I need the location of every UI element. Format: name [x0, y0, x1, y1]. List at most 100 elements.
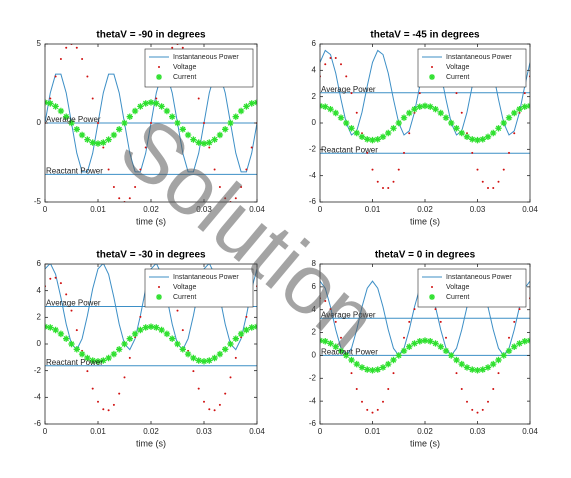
current-star	[57, 107, 65, 115]
voltage-dot	[497, 180, 500, 183]
voltage-dot	[466, 400, 468, 403]
voltage-dot	[203, 122, 205, 124]
voltage-dot	[181, 329, 184, 332]
voltage-dot	[387, 388, 390, 391]
voltage-dot	[54, 75, 57, 78]
legend-symbol	[158, 66, 160, 68]
current-star	[211, 136, 218, 143]
y-tick-label: 4	[37, 286, 42, 295]
y-tick-label: -2	[309, 373, 317, 382]
x-tick-label: 0.01	[365, 205, 381, 214]
voltage-dot	[54, 276, 57, 279]
current-star	[158, 326, 165, 334]
voltage-dot	[181, 46, 184, 49]
current-star	[332, 343, 339, 350]
plot-area	[45, 44, 257, 202]
current-star	[521, 338, 528, 345]
voltage-dot	[523, 92, 526, 95]
current-star	[94, 140, 102, 147]
current-star	[358, 364, 366, 371]
voltage-dot	[340, 63, 342, 66]
current-star	[448, 119, 455, 127]
voltage-dot	[86, 75, 89, 78]
voltage-dot	[371, 411, 374, 414]
legend-label: Current	[173, 294, 196, 301]
current-star	[184, 131, 192, 139]
voltage-dot	[86, 370, 89, 373]
y-tick-label: -2	[309, 144, 317, 153]
current-star	[374, 136, 381, 143]
voltage-dot	[208, 146, 211, 149]
voltage-dot	[497, 372, 500, 375]
current-star	[469, 136, 476, 143]
voltage-dot	[408, 132, 411, 135]
voltage-dot	[123, 376, 126, 379]
voltage-dot	[65, 46, 68, 49]
reference-label: Reactant Power	[321, 145, 378, 154]
current-star	[442, 347, 450, 355]
legend-label: Instantaneous Power	[446, 54, 512, 61]
current-star	[73, 126, 80, 133]
y-tick-label: -2	[34, 366, 42, 375]
current-star	[474, 136, 481, 144]
current-star	[105, 136, 112, 143]
voltage-dot	[371, 168, 374, 171]
current-star	[511, 343, 518, 350]
current-star	[68, 119, 75, 127]
voltage-dot	[392, 180, 395, 183]
current-star	[379, 133, 387, 141]
legend-symbol	[429, 294, 435, 300]
current-star	[458, 360, 465, 368]
y-tick-label: 0	[37, 339, 42, 348]
current-star	[184, 350, 192, 358]
current-star	[432, 105, 439, 113]
voltage-dot	[382, 400, 384, 403]
voltage-dot	[397, 168, 400, 171]
current-star	[137, 326, 144, 334]
voltage-dot	[508, 336, 510, 339]
current-star	[406, 109, 413, 117]
current-star	[490, 129, 497, 137]
current-star	[432, 340, 439, 347]
current-star	[63, 113, 70, 120]
current-star	[416, 103, 423, 110]
current-star	[442, 114, 450, 121]
current-star	[68, 340, 75, 348]
current-star	[343, 352, 350, 359]
x-tick-label: 0.02	[143, 205, 159, 214]
y-tick-label: 8	[312, 259, 317, 268]
current-star	[211, 354, 218, 362]
current-star	[147, 323, 155, 330]
x-tick-label: 0.03	[196, 427, 212, 436]
x-axis-label: time (s)	[136, 438, 166, 448]
voltage-dot	[218, 185, 221, 188]
voltage-dot	[502, 168, 505, 171]
x-tick-label: 0	[318, 205, 323, 214]
current-star	[411, 340, 418, 347]
current-star	[131, 330, 139, 338]
current-star	[516, 340, 523, 347]
x-tick-label: 0.01	[90, 205, 106, 214]
voltage-dot	[513, 132, 516, 135]
x-tick-label: 0.02	[143, 427, 159, 436]
current-star	[216, 131, 224, 139]
current-star	[474, 367, 481, 374]
voltage-dot	[476, 411, 479, 414]
legend-label: Instantaneous Power	[446, 274, 512, 281]
voltage-dot	[91, 387, 94, 390]
voltage-dot	[75, 329, 78, 332]
legend-box	[144, 268, 254, 308]
current-star	[390, 356, 397, 364]
legend-label: Current	[173, 74, 196, 81]
current-star	[200, 358, 208, 365]
voltage-dot	[471, 151, 474, 154]
voltage-dot	[329, 308, 332, 311]
legend-label: Current	[446, 294, 469, 301]
current-star	[511, 109, 518, 117]
current-star	[248, 100, 255, 107]
voltage-dot	[250, 146, 253, 149]
reference-label: Reactant Power	[46, 166, 103, 175]
current-star	[153, 324, 160, 331]
voltage-dot	[245, 168, 248, 171]
